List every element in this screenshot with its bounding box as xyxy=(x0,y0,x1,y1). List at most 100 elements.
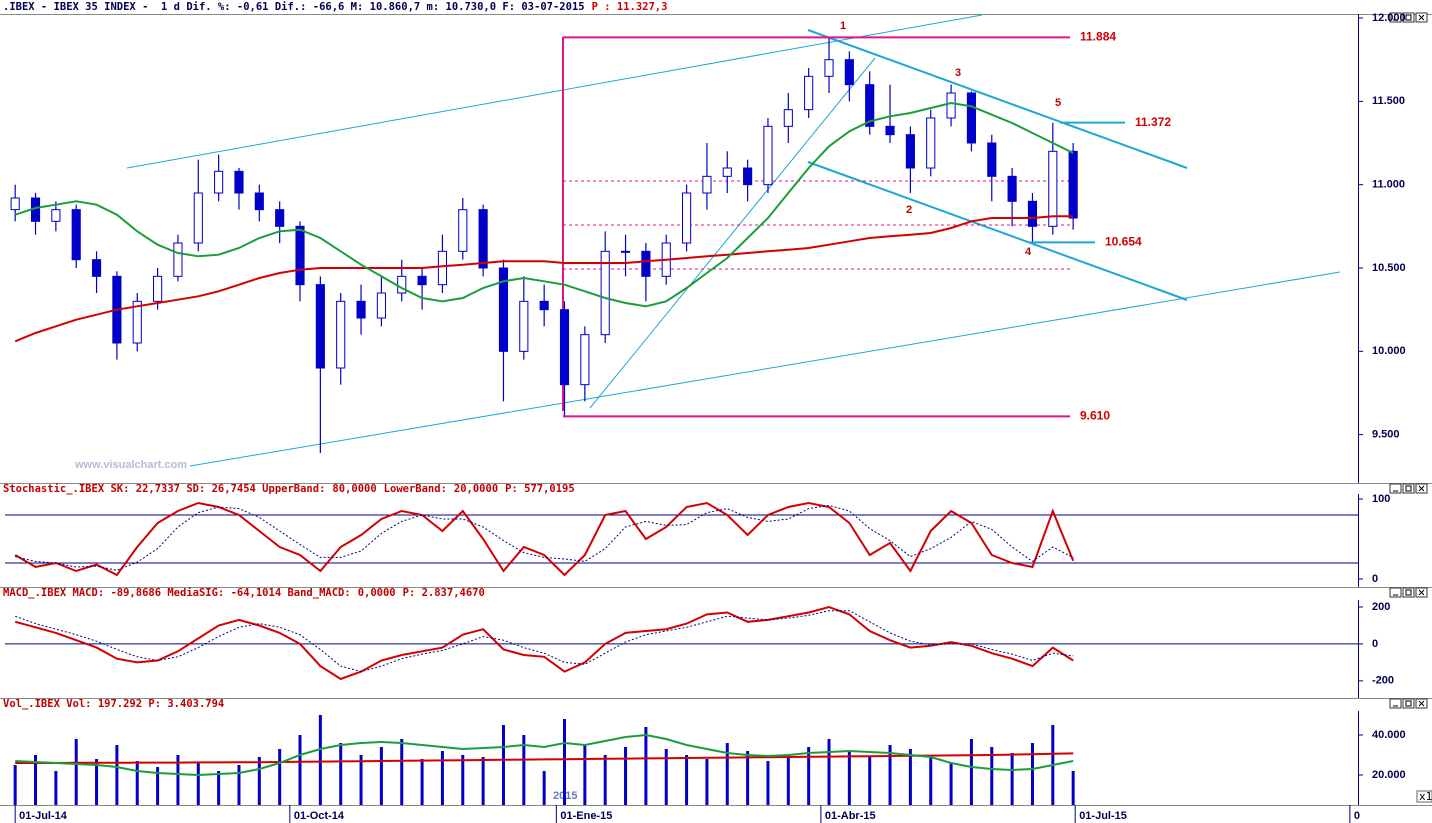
icon xyxy=(1418,485,1425,492)
y-tick-label: 40.000 xyxy=(1372,729,1406,741)
line xyxy=(14,501,1075,577)
header-value: 20,0000 xyxy=(454,483,498,495)
minimize-button[interactable] xyxy=(1389,587,1402,598)
candle-body xyxy=(315,284,325,369)
candle-body xyxy=(376,292,386,319)
minimize-button[interactable] xyxy=(1389,483,1402,494)
bar xyxy=(685,755,689,805)
candle-body xyxy=(153,275,163,302)
bar xyxy=(176,755,180,805)
bar xyxy=(563,719,567,805)
bar xyxy=(664,749,668,805)
candle-body xyxy=(804,75,814,111)
minimize-button[interactable] xyxy=(1389,698,1402,709)
candle-body xyxy=(1027,200,1038,227)
candle-body xyxy=(1068,150,1078,219)
line xyxy=(14,605,1074,681)
bar xyxy=(624,747,628,805)
bar xyxy=(746,751,750,805)
bar xyxy=(135,761,139,805)
candle-body xyxy=(743,167,753,186)
icon xyxy=(1418,700,1425,707)
wave-label: 1 xyxy=(840,20,846,32)
bar xyxy=(359,755,363,805)
x-tick-label: 01-Abr-15 xyxy=(825,810,876,822)
bar xyxy=(318,715,322,805)
candle-body xyxy=(458,209,468,252)
candle-body xyxy=(478,209,488,269)
bar xyxy=(501,725,505,805)
candle-body xyxy=(966,92,976,144)
candle-body xyxy=(580,334,590,386)
line xyxy=(15,733,1074,777)
multiplier-box xyxy=(1416,790,1432,803)
bar xyxy=(217,771,221,805)
y-tick-label: 10.000 xyxy=(1372,345,1406,357)
candle-body xyxy=(437,250,448,286)
candle-body xyxy=(1007,175,1017,202)
y-tick-label: 0 xyxy=(1372,638,1378,650)
maximize-button[interactable] xyxy=(1402,12,1415,23)
maximize-button[interactable] xyxy=(1402,587,1415,598)
maximize-button[interactable] xyxy=(1402,698,1415,709)
bar xyxy=(95,759,99,805)
maximize-button[interactable] xyxy=(1402,483,1415,494)
minimize-button[interactable] xyxy=(1389,12,1402,23)
bar xyxy=(74,739,78,805)
icon xyxy=(1405,700,1412,707)
candle-body xyxy=(214,170,224,194)
bar xyxy=(1010,753,1014,805)
bar xyxy=(339,743,343,805)
candle-body xyxy=(356,300,366,319)
y-tick-label: 12.000 xyxy=(1372,12,1406,24)
candle-body xyxy=(71,209,81,261)
x-tick-label: 01-Jul-14 xyxy=(19,810,68,822)
bar xyxy=(542,771,546,805)
candle-body xyxy=(885,125,895,136)
header-text: .IBEX - IBEX 35 INDEX - 1 d Dif. %: -0,6… xyxy=(3,1,585,13)
window-buttons xyxy=(1389,12,1428,709)
bar xyxy=(115,745,119,805)
candle-body xyxy=(254,192,264,211)
level-label: 9.610 xyxy=(1080,409,1110,423)
candle-body xyxy=(722,167,732,177)
level-label: 10.654 xyxy=(1105,235,1142,249)
line xyxy=(14,101,1074,308)
candle-body xyxy=(600,250,610,336)
bar xyxy=(603,755,607,805)
y-tick-label: 9.500 xyxy=(1372,429,1400,441)
candle-body xyxy=(702,175,712,194)
bar xyxy=(1071,771,1075,805)
y-tick-label: 10.500 xyxy=(1372,262,1406,274)
candle-body xyxy=(824,59,834,77)
icon xyxy=(1405,485,1412,492)
bar xyxy=(705,759,709,805)
bar xyxy=(13,765,17,805)
bar xyxy=(868,757,872,805)
wave-label: 5 xyxy=(1055,97,1061,109)
bar xyxy=(54,771,58,805)
candle-body xyxy=(132,300,142,344)
bar xyxy=(522,735,526,805)
header-text: MACD_.IBEX MACD: -89,8686 MediaSIG: -64,… xyxy=(3,587,351,599)
icon xyxy=(1405,589,1412,596)
level-label: 11.372 xyxy=(1135,115,1171,129)
y-tick-label: 11.500 xyxy=(1372,95,1405,107)
candle-body xyxy=(763,125,773,186)
candle-body xyxy=(234,170,244,194)
candle-body xyxy=(519,300,529,352)
bar xyxy=(949,763,953,805)
candle-body xyxy=(295,225,305,286)
y-tick-label: 0 xyxy=(1372,573,1378,585)
candle-body xyxy=(865,84,875,127)
volume-header: Vol_.IBEX Vol: 197.292 P: 3.403.794 xyxy=(3,698,224,710)
header-value: 0,0000 xyxy=(358,587,396,599)
bar xyxy=(644,727,648,805)
candle-body xyxy=(336,300,346,369)
trend-line xyxy=(807,29,1188,169)
line xyxy=(15,610,1074,673)
candle-body xyxy=(682,192,692,244)
candle-body xyxy=(539,300,549,311)
